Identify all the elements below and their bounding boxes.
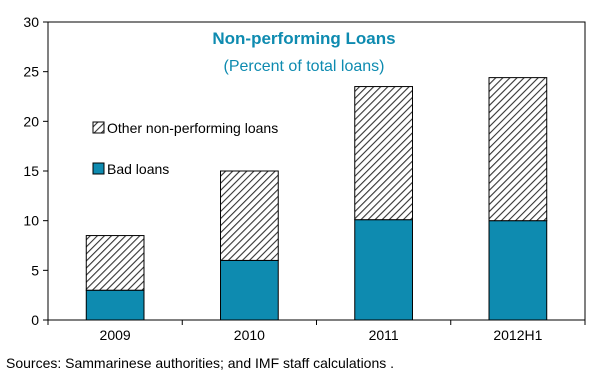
legend-swatch (92, 162, 105, 175)
x-tick-label: 2011 (369, 327, 399, 343)
x-tick-label: 2012H1 (493, 327, 542, 343)
y-tick-label: 15 (23, 163, 39, 179)
legend-swatch (92, 121, 105, 134)
bar-bad-loans (220, 259, 279, 321)
bar-bad-loans (488, 220, 548, 321)
chart-subtitle: (Percent of total loans) (224, 58, 385, 75)
chart: 0 5 10 15 20 25 30 2009 2010 2011 2012H1 Non-perf… (23, 14, 586, 343)
y-tick-label: 5 (31, 262, 39, 278)
bar-other-npl (220, 170, 279, 261)
bar-other-npl (354, 86, 413, 221)
y-tick-label: 20 (23, 113, 39, 129)
chart-title: Non-performing Loans (212, 29, 395, 48)
x-tick-label: 2009 (100, 327, 131, 343)
bars (85, 77, 548, 321)
bar-other-npl (488, 77, 548, 222)
legend-label: Bad loans (107, 161, 169, 177)
x-axis: 2009 2010 2011 2012H1 (47, 320, 586, 343)
y-tick-label: 25 (23, 64, 39, 80)
bar-bad-loans (85, 289, 145, 321)
legend-label: Other non-performing loans (107, 120, 278, 136)
y-axis: 0 5 10 15 20 25 30 (23, 14, 48, 328)
y-tick-label: 0 (31, 312, 39, 328)
legend: Other non-performing loans Bad loans (92, 120, 278, 177)
source-note: Sources: Sammarinese authorities; and IM… (6, 355, 395, 371)
y-tick-label: 10 (23, 213, 39, 229)
bar-other-npl (85, 235, 145, 291)
x-tick-label: 2010 (234, 327, 265, 343)
bar-bad-loans (354, 219, 413, 321)
y-tick-label: 30 (23, 14, 39, 30)
